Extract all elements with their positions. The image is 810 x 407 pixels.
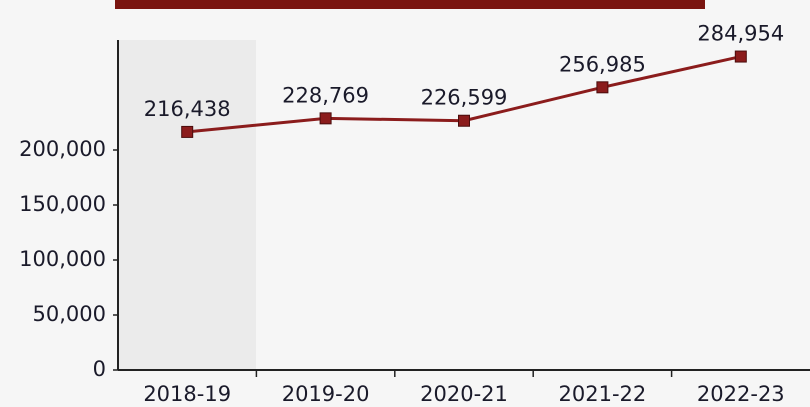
marker [319, 112, 332, 125]
marker [734, 50, 747, 63]
title-bar [115, 0, 705, 9]
marker [458, 114, 470, 127]
x-tick-label: 2019-20 [282, 382, 370, 406]
data-label: 228,769 [282, 83, 369, 107]
data-label: 256,985 [559, 52, 646, 76]
data-label: 284,954 [697, 22, 784, 46]
x-tick-label: 2020-21 [420, 382, 508, 406]
data-label: 226,599 [421, 86, 508, 110]
x-tick-label: 2021-22 [559, 382, 647, 406]
y-tick-label: 200,000 [19, 137, 106, 161]
data-label: 216,438 [144, 97, 231, 121]
marker [181, 125, 194, 138]
y-tick-label: 100,000 [19, 247, 106, 271]
y-tick-label: 0 [93, 357, 106, 381]
y-tick-label: 150,000 [19, 192, 106, 216]
x-tick-label: 2022-23 [697, 382, 785, 406]
band-shade [118, 40, 256, 370]
x-tick-label: 2018-19 [143, 382, 231, 406]
marker [596, 81, 609, 94]
y-tick-label: 50,000 [33, 302, 106, 326]
